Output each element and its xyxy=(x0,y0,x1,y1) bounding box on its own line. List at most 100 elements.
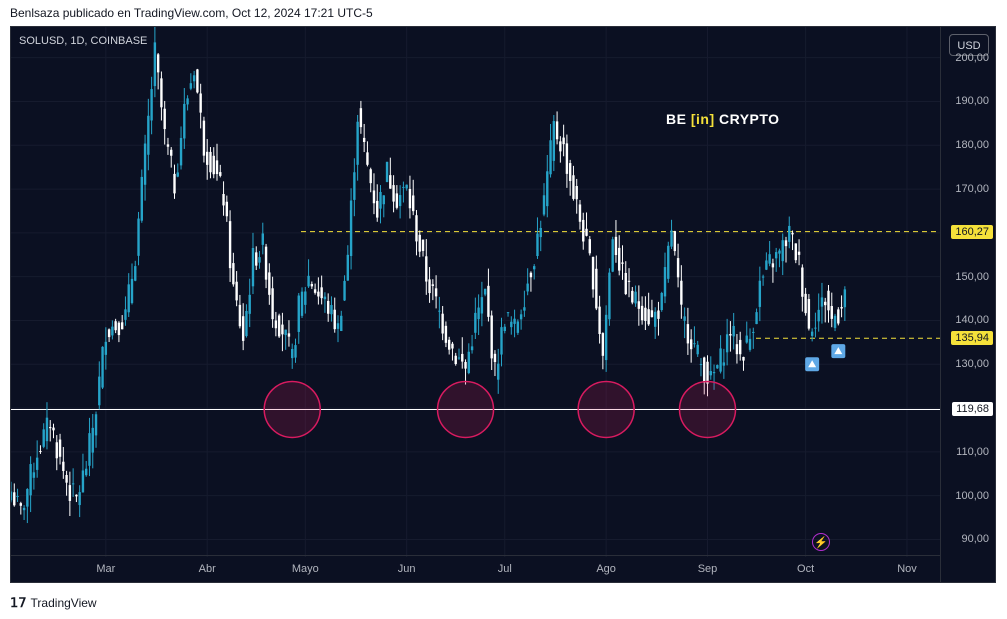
brand-watermark: BE [in] CRYPTO xyxy=(666,111,780,127)
y-tick-label: 190,00 xyxy=(955,95,989,108)
candle-body xyxy=(32,472,36,478)
candle-body xyxy=(68,485,72,501)
candle-body xyxy=(140,176,143,221)
candle-body xyxy=(245,310,248,337)
time-axis[interactable]: Mar Abr Mayo Jun Jul Ago Sep Oct Nov xyxy=(11,555,941,582)
y-tick-label: 130,00 xyxy=(955,358,989,371)
candle-body xyxy=(788,225,791,242)
candle-body xyxy=(326,300,330,314)
candle-body xyxy=(183,103,186,139)
candle-body xyxy=(810,331,814,336)
candle-body xyxy=(62,461,65,471)
logo-in: [in] xyxy=(690,111,715,127)
footer: 𝟣𝟩 TradingView xyxy=(10,595,97,611)
candle-body xyxy=(774,252,778,259)
candle-body xyxy=(297,295,300,332)
chart-panel[interactable]: SOLUSD, 1D, COINBASE BE [in] CRYPTO USD … xyxy=(10,26,996,583)
candle-body xyxy=(196,69,199,93)
candle-body xyxy=(686,324,690,344)
logo-crypto: CRYPTO xyxy=(719,111,780,127)
candle-body xyxy=(209,151,212,173)
candle-body xyxy=(98,376,101,406)
candle-body xyxy=(22,507,26,511)
candle-body xyxy=(232,263,235,285)
lightning-icon[interactable]: ⚡ xyxy=(812,533,830,551)
candle-body xyxy=(274,320,278,329)
candle-body xyxy=(837,309,840,324)
candle-body xyxy=(124,309,127,320)
candle-body xyxy=(75,494,78,497)
candle-body xyxy=(647,309,650,325)
candle-body xyxy=(591,256,595,290)
candle-body xyxy=(88,433,91,466)
candle-body xyxy=(588,239,591,254)
candle-body xyxy=(395,193,399,208)
candle-body xyxy=(614,236,618,256)
candle-body xyxy=(595,268,598,309)
candle-body xyxy=(431,284,435,286)
candle-body xyxy=(402,186,405,188)
candle-body xyxy=(356,121,359,165)
candle-body xyxy=(150,89,153,121)
candle-body xyxy=(529,272,533,278)
price-plot[interactable] xyxy=(11,27,941,557)
candle-body xyxy=(173,173,176,194)
candle-body xyxy=(516,321,520,333)
y-tick-label: 100,00 xyxy=(955,489,989,502)
candle-body xyxy=(794,243,797,261)
candle-body xyxy=(104,341,108,355)
candle-body xyxy=(451,343,454,349)
candle-body xyxy=(722,362,726,366)
candle-body xyxy=(369,169,372,184)
candle-body xyxy=(294,345,297,358)
candle-body xyxy=(683,316,686,321)
y-tick-label: 150,00 xyxy=(955,270,989,283)
candle-body xyxy=(513,318,516,324)
candle-body xyxy=(170,149,173,156)
candle-body xyxy=(650,310,654,318)
candle-body xyxy=(624,272,627,295)
candle-body xyxy=(523,307,526,311)
candle-body xyxy=(575,186,578,200)
candle-body xyxy=(323,296,327,300)
price-axis[interactable]: USD 90,00100,00110,00120,00130,00140,001… xyxy=(940,27,995,582)
candle-body xyxy=(235,281,238,301)
candle-body xyxy=(640,305,644,321)
currency-button[interactable]: USD xyxy=(949,34,989,56)
candle-body xyxy=(546,171,549,207)
candle-body xyxy=(444,325,448,343)
candle-body xyxy=(745,335,748,343)
candle-body xyxy=(739,339,742,355)
candle-body xyxy=(120,322,124,330)
x-tick-label: Mar xyxy=(96,563,116,575)
candle-body xyxy=(716,365,719,369)
y-tick-label: 110,00 xyxy=(956,445,989,458)
candle-body xyxy=(725,334,729,353)
candle-body xyxy=(441,313,444,334)
candle-body xyxy=(340,315,343,332)
candle-body xyxy=(49,427,52,429)
x-tick-label: Mayo xyxy=(291,563,319,575)
candle-body xyxy=(748,338,752,350)
y-tick-label: 90,00 xyxy=(961,533,989,546)
candle-body xyxy=(487,285,490,317)
candle-body xyxy=(539,227,542,238)
candle-body xyxy=(114,321,117,331)
candle-body xyxy=(29,464,32,496)
candle-body xyxy=(287,333,291,337)
level-lines xyxy=(11,231,941,410)
candle-body xyxy=(330,305,333,315)
candle-body xyxy=(729,334,732,336)
candle-body xyxy=(657,310,660,319)
candle-body xyxy=(604,314,608,361)
candle-body xyxy=(732,325,735,337)
candle-body xyxy=(752,331,755,333)
candle-body xyxy=(670,230,673,247)
candle-body xyxy=(291,349,294,359)
candle-body xyxy=(186,98,189,105)
candle-body xyxy=(712,372,716,374)
candle-body xyxy=(820,297,824,307)
candle-body xyxy=(425,256,428,282)
candle-body xyxy=(552,121,556,161)
candle-body xyxy=(840,307,843,309)
